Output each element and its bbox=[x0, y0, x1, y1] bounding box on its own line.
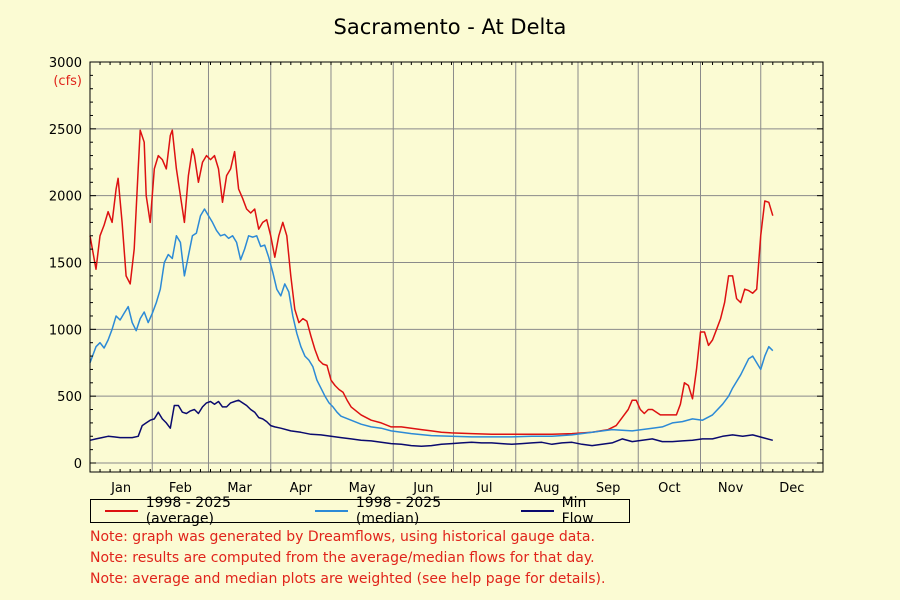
chart-title: Sacramento - At Delta bbox=[334, 15, 567, 39]
x-tick-label: Jul bbox=[476, 481, 493, 496]
legend-label-min-flow: Min Flow bbox=[561, 495, 594, 527]
x-tick-label: Aug bbox=[534, 481, 559, 496]
y-tick-label: 0 bbox=[74, 457, 82, 472]
legend-item-average: 1998 - 2025 (average) bbox=[105, 495, 289, 527]
legend-swatch-average bbox=[105, 510, 138, 512]
x-tick-label: Dec bbox=[779, 481, 804, 496]
x-tick-label: Sep bbox=[596, 481, 621, 496]
notes: Note: graph was generated by Dreamflows,… bbox=[90, 527, 605, 590]
y-tick-label: 1500 bbox=[49, 257, 82, 272]
x-tick-label: May bbox=[349, 481, 376, 496]
x-tick-label: Apr bbox=[290, 481, 313, 496]
x-tick-label: Mar bbox=[227, 481, 252, 496]
axes: 0 500 1000 1500 2000 2500 3000 Jan Feb Mar Apr May J… bbox=[49, 56, 824, 496]
series-layer bbox=[89, 129, 774, 448]
series-line-0 bbox=[89, 129, 774, 436]
note-line: Note: average and median plots are weigh… bbox=[90, 571, 606, 587]
x-tick-label: Jun bbox=[412, 481, 433, 496]
legend-label-median: 1998 - 2025 (median) bbox=[355, 495, 442, 527]
plot-frame bbox=[89, 61, 824, 473]
y-tick-label: 1000 bbox=[49, 323, 82, 338]
series-line-2 bbox=[89, 399, 773, 448]
y-tick-label: 500 bbox=[57, 390, 82, 405]
legend-swatch-median bbox=[315, 510, 348, 512]
y-tick-label: 2000 bbox=[49, 190, 82, 205]
series-line-1 bbox=[89, 208, 774, 438]
x-tick-label: Oct bbox=[658, 481, 680, 496]
legend: 1998 - 2025 (average) 1998 - 2025 (media… bbox=[90, 495, 630, 527]
legend-label-average: 1998 - 2025 (average) bbox=[145, 495, 231, 527]
legend-swatch-min-flow bbox=[520, 510, 554, 512]
legend-item-min-flow: Min Flow bbox=[520, 495, 617, 527]
y-tick-label: 2500 bbox=[49, 123, 82, 138]
x-tick-label: Nov bbox=[718, 481, 744, 496]
legend-item-median: 1998 - 2025 (median) bbox=[315, 495, 495, 527]
y-unit-label: (cfs) bbox=[53, 74, 82, 89]
x-tick-label: Feb bbox=[169, 481, 192, 496]
y-tick-label: 3000 bbox=[49, 56, 82, 71]
x-tick-label: Jan bbox=[110, 481, 131, 496]
note-line: Note: results are computed from the aver… bbox=[90, 550, 595, 566]
note-line: Note: graph was generated by Dreamflows,… bbox=[90, 529, 595, 545]
